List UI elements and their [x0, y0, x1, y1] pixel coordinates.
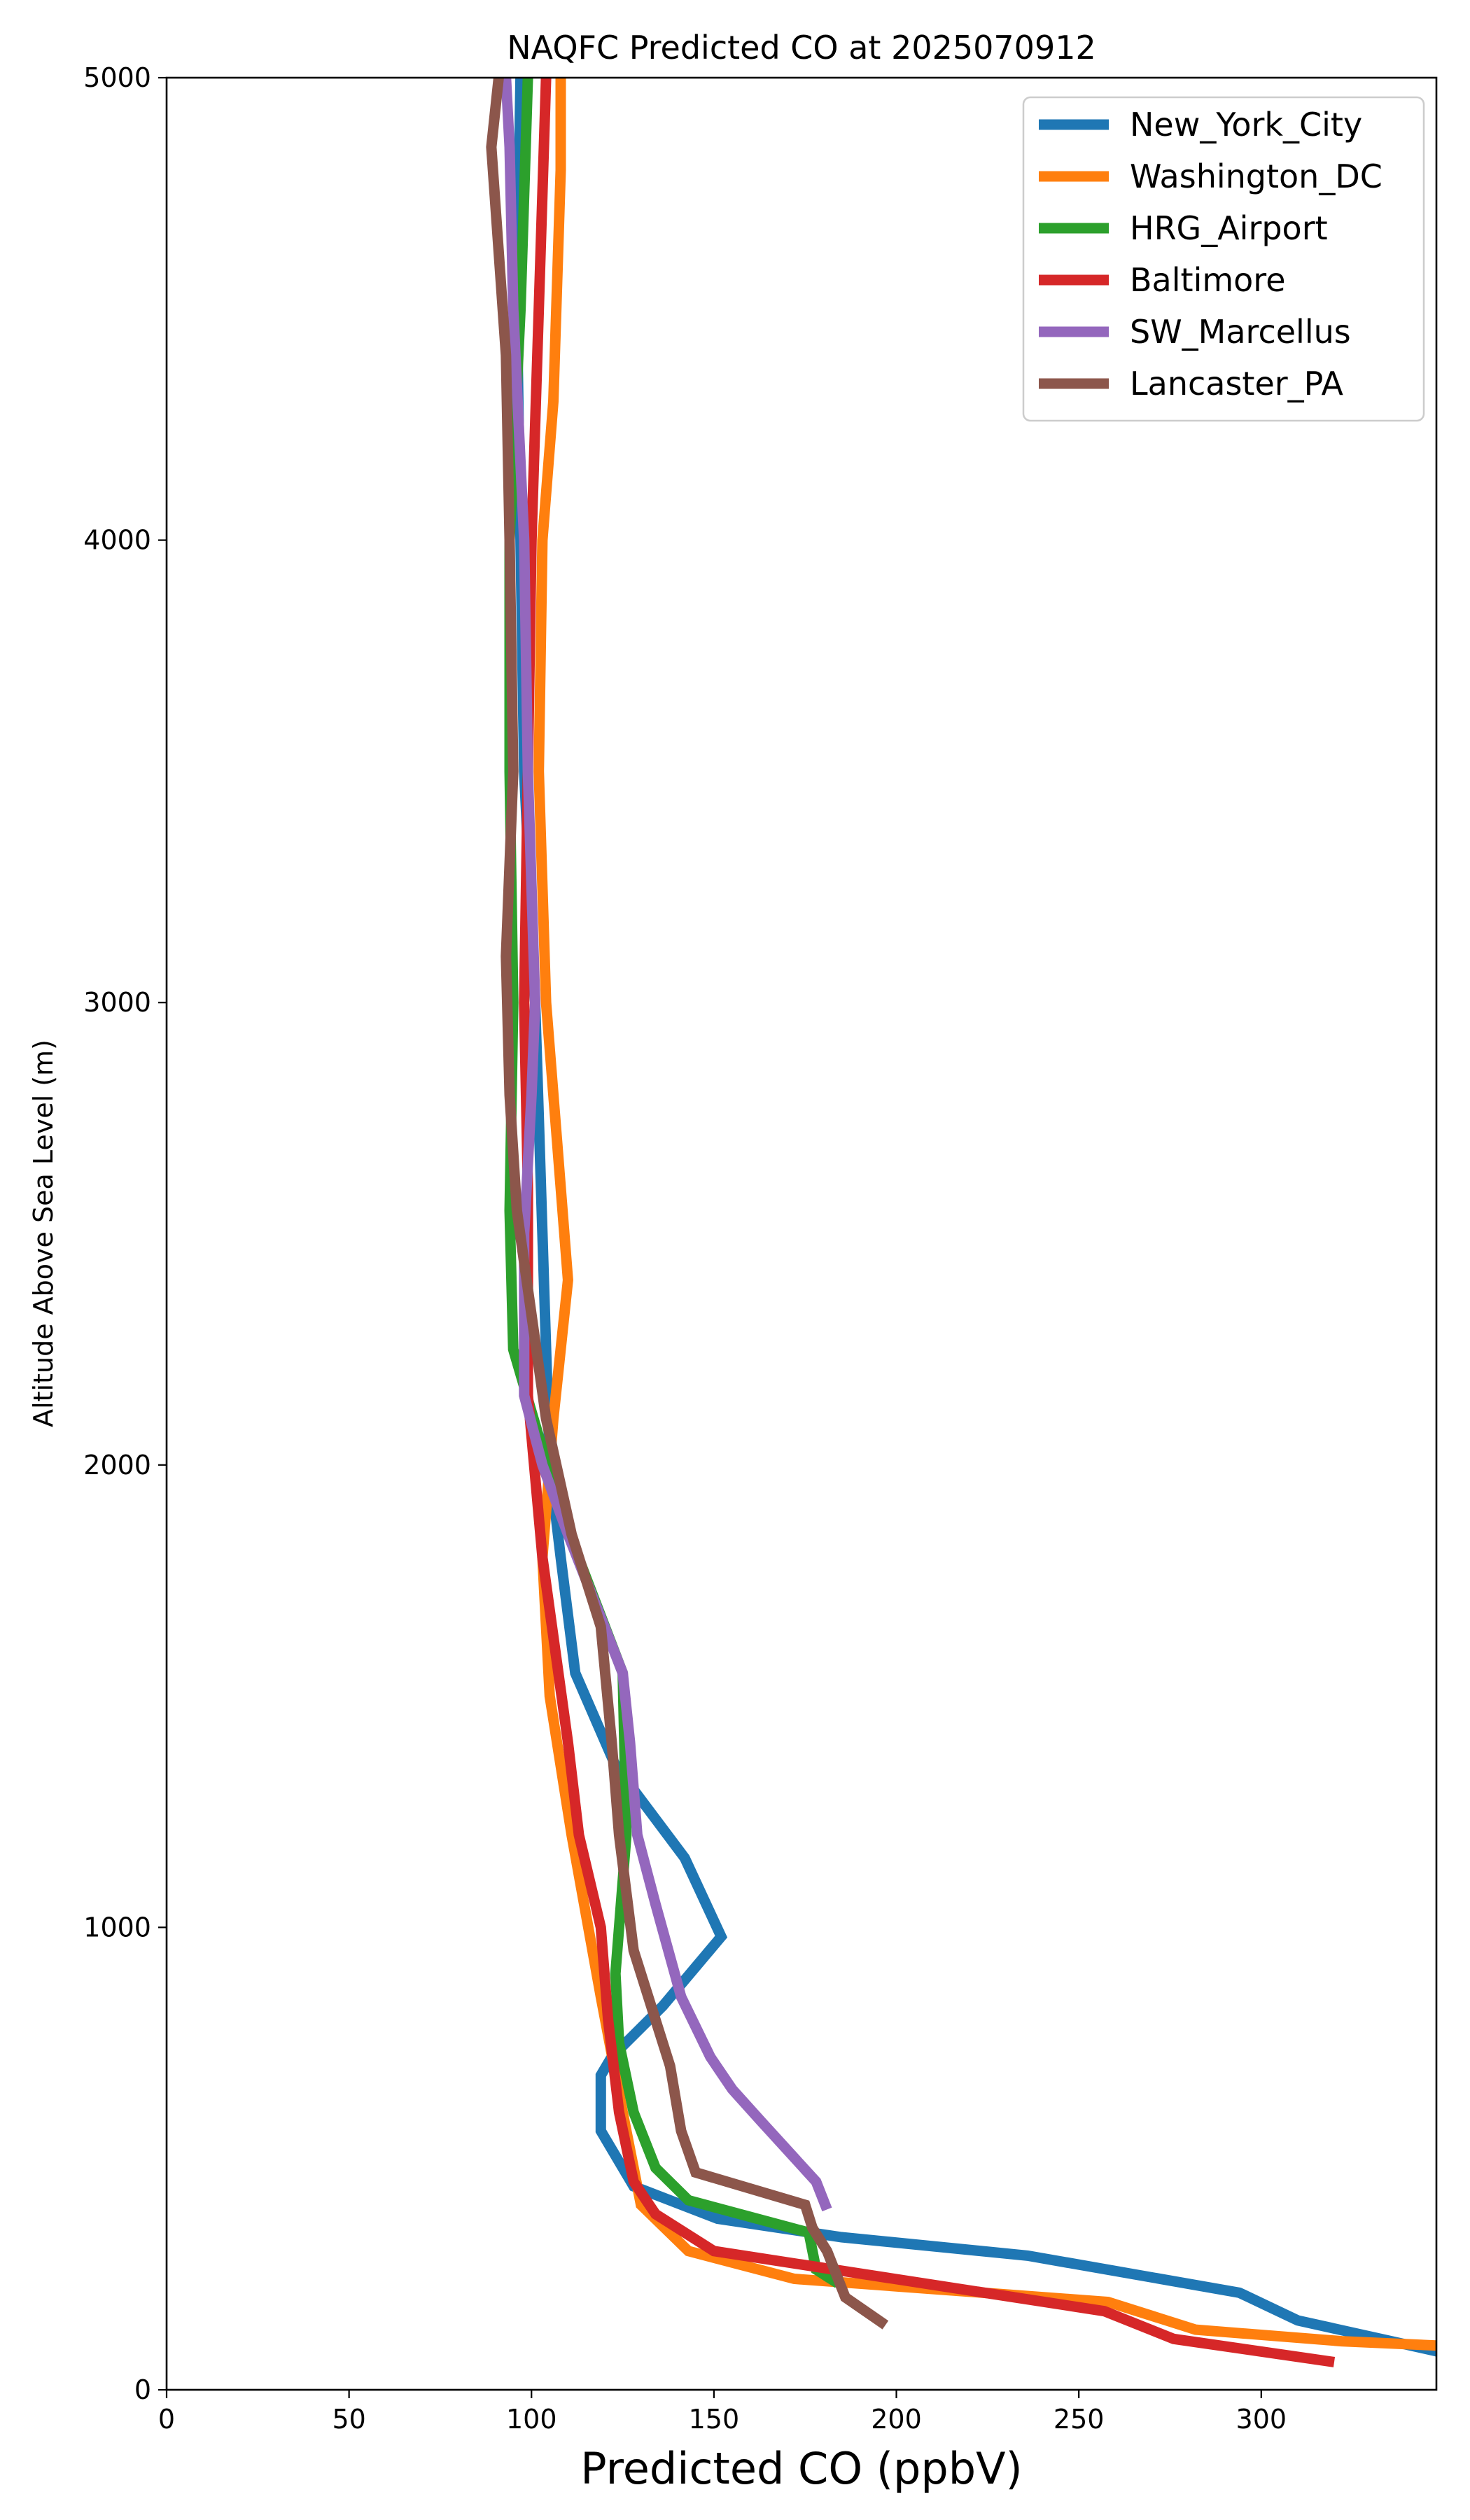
x-tick-label: 250 — [1054, 2404, 1105, 2435]
legend-label: New_York_City — [1130, 106, 1362, 144]
x-tick-label: 0 — [158, 2404, 175, 2435]
x-tick-label: 300 — [1236, 2404, 1287, 2435]
x-tick-label: 50 — [332, 2404, 365, 2435]
y-tick-label: 2000 — [83, 1450, 151, 1480]
series-layer — [486, 78, 1436, 2367]
y-tick-label: 5000 — [83, 62, 151, 93]
y-axis-label: Altitude Above Sea Level (m) — [28, 1040, 59, 1427]
y-axis: 0 1000 2000 3000 4000 5000 — [83, 62, 167, 2405]
chart-title: NAQFC Predicted CO at 2025070912 — [507, 29, 1096, 66]
y-tick-label: 0 — [134, 2374, 151, 2405]
x-tick-label: 200 — [871, 2404, 922, 2435]
legend-label: Baltimore — [1130, 261, 1286, 299]
legend-label: Lancaster_PA — [1130, 365, 1343, 402]
series-line-lancaster-pa — [486, 78, 889, 2330]
x-tick-label: 150 — [689, 2404, 740, 2435]
y-tick-label: 1000 — [83, 1912, 151, 1942]
x-tick-label: 100 — [506, 2404, 557, 2435]
legend-items: New_York_City Washington_DC HRG_Airport Bal… — [1039, 106, 1382, 402]
y-tick-label: 3000 — [83, 987, 151, 1018]
x-axis-label: Predicted CO (ppbV) — [580, 2443, 1022, 2494]
plot-frame — [165, 76, 1438, 2391]
legend: New_York_City Washington_DC HRG_Airport Bal… — [1022, 96, 1425, 422]
legend-label: HRG_Airport — [1130, 209, 1328, 247]
y-tick-label: 4000 — [83, 525, 151, 556]
legend-label: Washington_DC — [1130, 158, 1382, 195]
legend-label: SW_Marcellus — [1130, 313, 1351, 351]
x-axis: 0 50 100 150 200 250 300 — [158, 2390, 1287, 2435]
legend-box — [1022, 96, 1425, 422]
